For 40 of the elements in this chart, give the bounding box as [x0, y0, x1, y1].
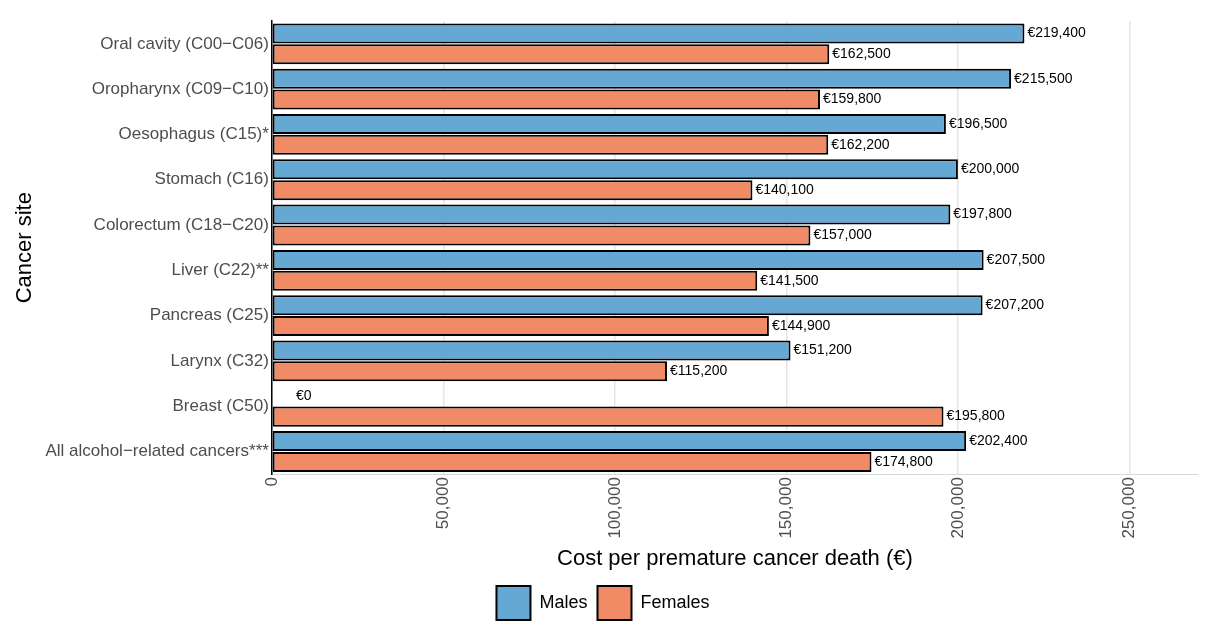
data-label: €144,900 [771, 316, 831, 333]
data-label: €207,200 [985, 296, 1045, 313]
y-tick-label: Colorectum (C18−C20) [93, 214, 269, 234]
y-tick-label: Oral cavity (C00−C06) [100, 33, 269, 53]
data-label: €159,800 [823, 90, 882, 107]
data-label: €202,400 [969, 431, 1028, 448]
y-tick-label: Oesophagus (C15)* [118, 124, 270, 144]
data-label: €219,400 [1027, 24, 1087, 41]
y-tick-label: Larynx (C32) [170, 350, 269, 370]
y-tick-label: Oropharynx (C09−C10) [91, 78, 269, 98]
data-label: €0 [295, 386, 312, 403]
x-tick-label: 100,000 [604, 477, 624, 539]
data-label: €162,500 [832, 45, 891, 62]
x-tick-label: 200,000 [947, 477, 967, 539]
data-label: €115,200 [670, 362, 728, 379]
y-tick-label: All alcohol−related cancers*** [45, 441, 270, 461]
data-label: €140,100 [755, 181, 815, 198]
data-label: €196,500 [948, 114, 1008, 131]
data-label: €197,800 [953, 205, 1012, 222]
data-label: €141,500 [760, 271, 819, 288]
x-tick-label: 150,000 [776, 477, 796, 539]
y-tick-label: Stomach (C16) [154, 169, 269, 189]
y-axis-title: Cancer site [11, 192, 37, 304]
data-label: €207,500 [986, 250, 1046, 267]
data-label: €195,800 [946, 407, 1006, 424]
legend-label: Females [640, 591, 710, 612]
data-label: €157,000 [813, 226, 873, 243]
x-axis-title: Cost per premature cancer death (€) [557, 544, 913, 570]
x-tick-label: 50,000 [433, 477, 453, 530]
data-label: €162,200 [831, 135, 890, 152]
x-tick-label: 0 [261, 477, 281, 487]
data-label: €215,500 [1014, 69, 1073, 86]
y-tick-label: Liver (C22)** [171, 260, 270, 280]
legend-label: Males [539, 591, 588, 612]
data-label: €200,000 [960, 160, 1020, 177]
data-label: €151,200 [793, 341, 853, 358]
data-label: €174,800 [874, 452, 934, 469]
y-tick-label: Breast (C50) [172, 395, 269, 415]
y-tick-label: Pancreas (C25) [149, 305, 269, 325]
x-tick-label: 250,000 [1119, 477, 1139, 539]
